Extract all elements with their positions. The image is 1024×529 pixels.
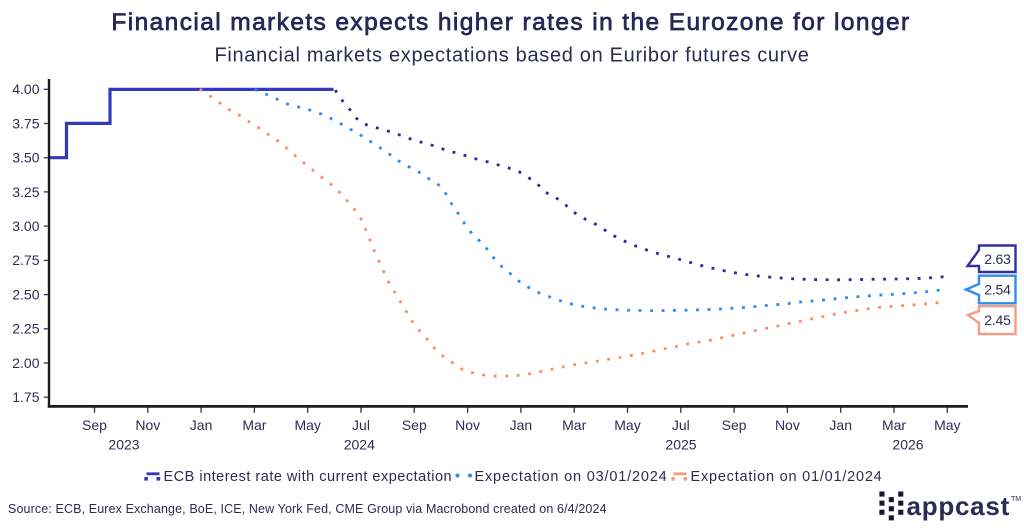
svg-text:Financial markets expectations: Financial markets expectations based on … [214,45,809,67]
svg-text:2.50: 2.50 [12,287,39,303]
svg-text:2.45: 2.45 [984,312,1011,328]
svg-text:Nov: Nov [775,417,800,433]
svg-text:Sep: Sep [402,417,427,433]
svg-text:Jul: Jul [352,417,370,433]
svg-text:May: May [934,417,960,433]
svg-text:2.75: 2.75 [12,252,39,268]
svg-text:Financial markets expects high: Financial markets expects higher rates i… [111,9,910,36]
svg-text:2024: 2024 [344,437,375,453]
svg-text:Mar: Mar [562,417,586,433]
svg-text:3.50: 3.50 [12,150,39,166]
svg-text:Mar: Mar [882,417,906,433]
svg-text:2.54: 2.54 [984,282,1011,298]
svg-text:3.25: 3.25 [12,184,39,200]
svg-text:Expectation on 01/01/2024: Expectation on 01/01/2024 [691,469,883,485]
svg-text:May: May [614,417,640,433]
svg-text:3.75: 3.75 [12,115,39,131]
svg-text:Mar: Mar [242,417,266,433]
svg-text:Nov: Nov [135,417,160,433]
svg-text:3.00: 3.00 [12,218,39,234]
svg-text:2.00: 2.00 [12,355,39,371]
svg-text:May: May [294,417,320,433]
svg-text:Expectation on 03/01/2024: Expectation on 03/01/2024 [475,469,668,485]
svg-text:4.00: 4.00 [12,81,39,97]
svg-text:Nov: Nov [455,417,480,433]
svg-text:Jan: Jan [510,417,533,433]
svg-text:2023: 2023 [108,437,139,453]
svg-text:TM: TM [1011,496,1021,503]
svg-text:2.63: 2.63 [984,251,1011,267]
svg-text:2026: 2026 [892,437,923,453]
svg-text:appcast: appcast [907,491,1011,521]
svg-text:Jan: Jan [190,417,213,433]
svg-text:Jul: Jul [672,417,690,433]
svg-text:Source: ECB, Eurex Exchange, B: Source: ECB, Eurex Exchange, BoE, ICE, N… [8,502,607,516]
svg-text:2.25: 2.25 [12,321,39,337]
svg-text:ECB interest rate with current: ECB interest rate with current expectati… [164,469,453,485]
svg-text:Sep: Sep [722,417,747,433]
svg-text:Sep: Sep [82,417,107,433]
svg-text:Jan: Jan [829,417,852,433]
svg-text:1.75: 1.75 [12,389,39,405]
svg-text:2025: 2025 [665,437,696,453]
